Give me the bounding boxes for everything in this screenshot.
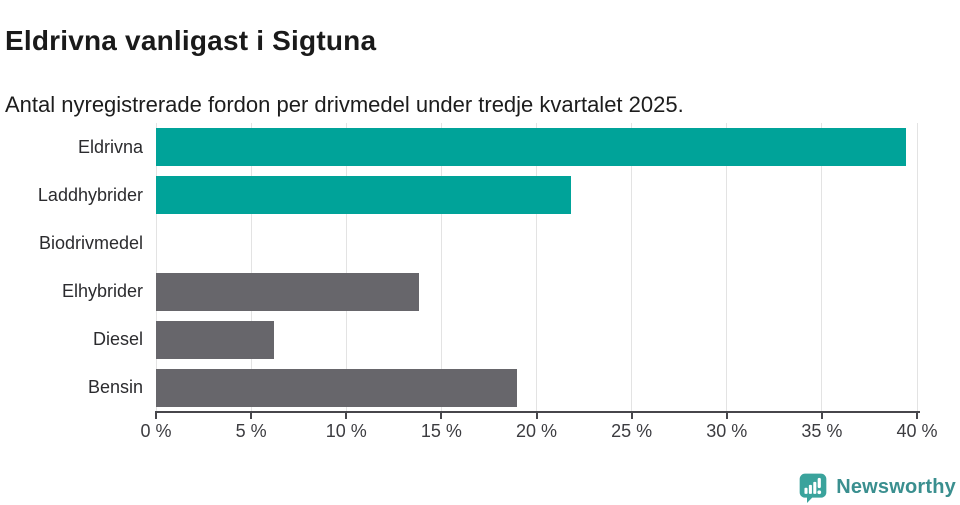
gridline [916, 123, 918, 412]
gridline [155, 123, 157, 412]
newsworthy-logo[interactable]: Newsworthy [797, 470, 956, 504]
bar-chart: Eldrivna Laddhybrider Biodrivmedel Elhybrid… [37, 123, 938, 441]
x-axis-tick-label: 40 % [896, 421, 938, 441]
gridline [726, 123, 728, 412]
bar-bensin [156, 368, 518, 407]
x-axis-tick [535, 413, 538, 419]
gridline [345, 123, 347, 412]
bar-diesel [156, 320, 274, 359]
category-label-bensin: Bensin [87, 377, 143, 398]
x-axis-tick-label: 0 % [140, 421, 172, 441]
chart-title: Eldrivna vanligast i Sigtuna [5, 24, 377, 56]
x-axis-tick-label: 25 % [611, 421, 653, 441]
category-label-diesel: Diesel [92, 329, 143, 350]
x-axis-tick-label: 15 % [420, 421, 462, 441]
x-axis-line [155, 411, 920, 413]
newsworthy-logo-text: Newsworthy [836, 475, 956, 498]
gridline [821, 123, 823, 412]
category-label-elhybrider: Elhybrider [61, 281, 143, 302]
gridline [440, 123, 442, 412]
x-axis-tick [345, 413, 348, 419]
x-axis-tick-label: 5 % [235, 421, 267, 441]
x-axis-tick-label: 35 % [801, 421, 843, 441]
x-axis-tick [820, 413, 823, 419]
bar-laddhybrider [156, 176, 571, 215]
x-axis-tick [250, 413, 253, 419]
x-axis-tick-label: 10 % [325, 421, 367, 441]
gridline [631, 123, 633, 412]
bar-elhybrider [156, 272, 419, 311]
gridline [250, 123, 252, 412]
x-axis-tick-label: 20 % [515, 421, 558, 441]
x-axis-tick [440, 413, 443, 419]
x-axis-tick-label: 30 % [706, 421, 748, 441]
chart-subtitle: Antal nyregistrerade fordon per drivmede… [5, 92, 684, 117]
category-label-laddhybrider: Laddhybrider [37, 184, 143, 205]
x-axis-tick [630, 413, 633, 419]
x-axis-tick [155, 413, 157, 419]
x-axis-tick [916, 413, 918, 419]
category-label-eldrivna: Eldrivna [77, 136, 143, 157]
gridline [536, 123, 537, 412]
x-axis-tick [725, 413, 728, 419]
newsworthy-logo-icon [799, 473, 827, 503]
category-label-biodrivmedel: Biodrivmedel [38, 232, 143, 253]
bar-eldrivna [156, 128, 906, 167]
